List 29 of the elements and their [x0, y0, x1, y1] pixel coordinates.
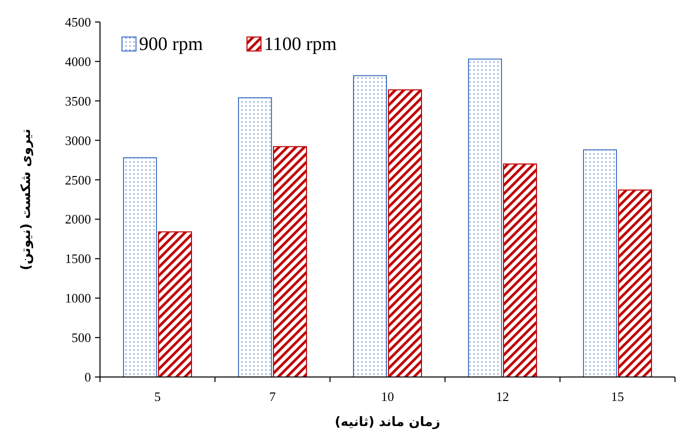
bar — [273, 146, 307, 378]
y-tick-label: 0 — [84, 370, 91, 384]
y-tick-label: 4000 — [65, 54, 91, 69]
x-tick-label: 15 — [611, 389, 624, 404]
y-tick-label: 3500 — [65, 93, 91, 108]
bar — [158, 231, 192, 378]
bar — [238, 97, 272, 378]
y-tick-label: 1500 — [65, 251, 91, 266]
y-tick-label: 500 — [72, 330, 91, 346]
y-tick-label: 2500 — [65, 172, 91, 188]
bar — [353, 75, 387, 378]
bar — [468, 58, 502, 378]
legend-label: 1100 rpm — [264, 34, 337, 55]
x-tick-label: 5 — [154, 389, 161, 404]
y-tick-label: 2000 — [65, 212, 91, 227]
x-tick-label: 7 — [269, 389, 276, 404]
y-axis-title: نیروی شکست (نیوتن) — [19, 128, 34, 270]
legend-label: 900 rpm — [139, 34, 204, 55]
bar — [388, 89, 422, 378]
y-tick-label: 3000 — [65, 132, 91, 148]
y-tick-label: 4500 — [65, 14, 91, 30]
x-axis-title: زمان ماند (ثانیه) — [334, 415, 440, 430]
bar — [123, 157, 157, 378]
x-tick-label: 10 — [381, 389, 394, 404]
bar — [583, 149, 617, 378]
y-tick-label: 1000 — [65, 290, 91, 306]
bar — [503, 164, 537, 378]
x-tick-label: 12 — [496, 389, 509, 404]
bar — [618, 190, 652, 378]
